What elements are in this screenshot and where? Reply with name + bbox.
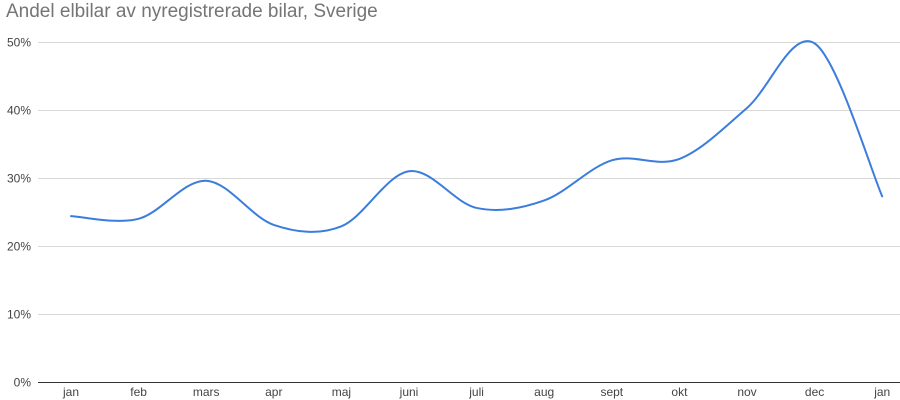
chart-title: Andel elbilar av nyregistrerade bilar, S…: [6, 1, 378, 22]
x-tick-label: maj: [332, 385, 351, 399]
x-tick-label: aug: [534, 385, 554, 399]
x-tick-label: okt: [671, 385, 688, 399]
series-line: [70, 40, 884, 233]
x-tick-label: jan: [62, 385, 79, 399]
y-tick-label: 10%: [7, 308, 31, 322]
x-tick-label: feb: [130, 385, 147, 399]
y-tick-label: 40%: [7, 104, 31, 118]
y-tick-label: 20%: [7, 240, 31, 254]
x-tick-label: nov: [737, 385, 756, 399]
y-tick-label: 30%: [7, 172, 31, 186]
series-layer: [70, 40, 884, 233]
x-tick-label: juli: [468, 385, 484, 399]
x-tick-label: jan: [873, 385, 890, 399]
grid-layer: [38, 42, 900, 383]
x-tick-label: sept: [600, 385, 623, 399]
y-tick-label: 50%: [7, 36, 31, 50]
x-tick-label: mars: [193, 385, 220, 399]
x-tick-label: apr: [265, 385, 282, 399]
x-tick-label: dec: [805, 385, 824, 399]
y-axis: 0% 10% 20% 30% 40% 50%: [7, 36, 31, 390]
y-tick-label: 0%: [14, 376, 32, 390]
x-tick-label: juni: [399, 385, 419, 399]
x-axis: jan feb mars apr maj juni juli aug sept okt nov dec…: [62, 385, 890, 399]
